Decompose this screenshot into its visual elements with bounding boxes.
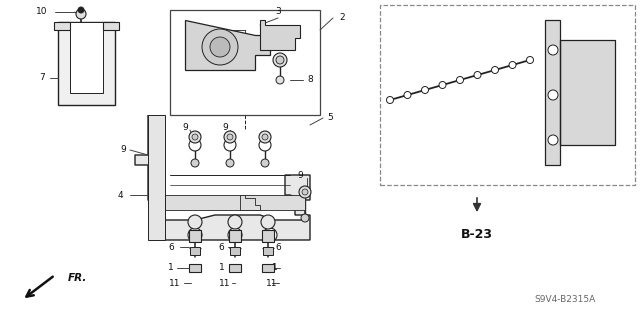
Circle shape [228, 228, 242, 242]
Circle shape [78, 7, 84, 13]
Text: 11: 11 [220, 278, 231, 287]
Text: 4: 4 [117, 190, 123, 199]
Polygon shape [70, 22, 103, 93]
Bar [262, 264, 274, 272]
Circle shape [404, 92, 411, 99]
Bar [262, 230, 274, 242]
Circle shape [302, 189, 308, 195]
Text: 9: 9 [222, 122, 228, 131]
Circle shape [189, 131, 201, 143]
Bar [229, 264, 241, 272]
Text: 11: 11 [169, 278, 180, 287]
Circle shape [273, 53, 287, 67]
Circle shape [262, 134, 268, 140]
Circle shape [456, 77, 463, 84]
Bar [189, 264, 201, 272]
Polygon shape [260, 20, 300, 50]
Bar [380, 5, 635, 185]
Text: S9V4-B2315A: S9V4-B2315A [534, 295, 596, 305]
Circle shape [527, 56, 534, 63]
Text: 7: 7 [39, 73, 45, 83]
Text: 8: 8 [307, 76, 313, 85]
Text: 9: 9 [120, 145, 126, 154]
Text: 10: 10 [36, 8, 48, 17]
Circle shape [387, 97, 394, 103]
Circle shape [276, 56, 284, 64]
Bar [229, 230, 241, 242]
Text: 6: 6 [218, 242, 224, 251]
Circle shape [210, 37, 230, 57]
Circle shape [299, 186, 311, 198]
Polygon shape [54, 22, 70, 30]
Bar [170, 10, 320, 115]
Text: FR.: FR. [68, 273, 88, 283]
Bar [189, 230, 201, 242]
Circle shape [422, 86, 429, 93]
Circle shape [548, 90, 558, 100]
Circle shape [548, 45, 558, 55]
Bar [190, 247, 200, 255]
Text: 9: 9 [297, 170, 303, 180]
Text: 6: 6 [275, 242, 281, 251]
Circle shape [202, 29, 238, 65]
Circle shape [548, 135, 558, 145]
Circle shape [259, 131, 271, 143]
Text: 3: 3 [275, 8, 281, 17]
Circle shape [301, 214, 309, 222]
Text: 1: 1 [168, 263, 174, 272]
Polygon shape [165, 195, 305, 210]
Circle shape [228, 215, 242, 229]
Circle shape [259, 139, 271, 151]
Polygon shape [545, 20, 615, 165]
Text: 6: 6 [168, 242, 174, 251]
Bar [263, 247, 273, 255]
Circle shape [492, 66, 499, 73]
Text: 5: 5 [327, 114, 333, 122]
Text: 1: 1 [272, 263, 278, 272]
Circle shape [224, 131, 236, 143]
Polygon shape [148, 115, 165, 240]
Circle shape [509, 62, 516, 69]
Circle shape [224, 139, 236, 151]
Circle shape [188, 228, 202, 242]
Text: 9: 9 [182, 122, 188, 131]
Circle shape [226, 159, 234, 167]
Polygon shape [58, 22, 115, 105]
Text: 2: 2 [339, 13, 345, 23]
Circle shape [188, 215, 202, 229]
Polygon shape [185, 20, 270, 70]
Circle shape [227, 134, 233, 140]
Polygon shape [103, 22, 119, 30]
Circle shape [261, 215, 275, 229]
Circle shape [439, 81, 446, 88]
Polygon shape [135, 115, 310, 240]
Circle shape [76, 9, 86, 19]
Circle shape [276, 76, 284, 84]
Circle shape [192, 134, 198, 140]
Text: B-23: B-23 [461, 228, 493, 241]
Circle shape [263, 228, 277, 242]
Text: 1: 1 [219, 263, 225, 272]
Circle shape [189, 139, 201, 151]
Circle shape [191, 159, 199, 167]
Circle shape [261, 159, 269, 167]
Circle shape [474, 71, 481, 78]
Text: 11: 11 [266, 278, 278, 287]
Polygon shape [240, 195, 260, 210]
Bar [230, 247, 240, 255]
